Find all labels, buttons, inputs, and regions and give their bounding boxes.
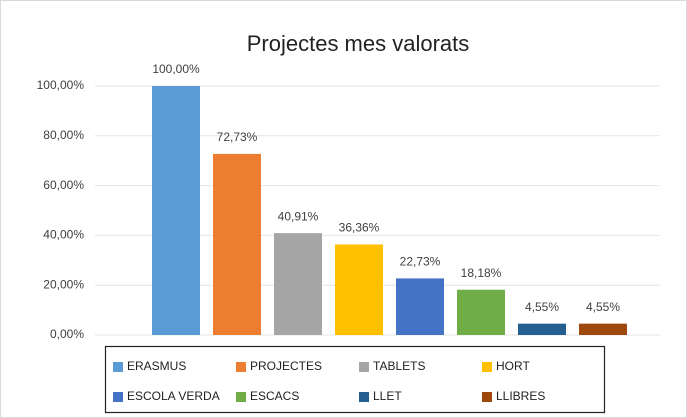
legend-swatch xyxy=(482,362,492,372)
legend-swatch xyxy=(113,362,123,372)
y-tick-label: 0,00% xyxy=(50,327,84,341)
y-tick-label: 40,00% xyxy=(43,228,84,242)
bar xyxy=(579,323,627,335)
data-label: 4,55% xyxy=(586,300,620,314)
legend-label: ESCOLA VERDA xyxy=(127,389,220,403)
legend-swatch xyxy=(236,362,246,372)
legend-label: TABLETS xyxy=(373,359,425,373)
bar xyxy=(152,86,200,335)
bar xyxy=(335,244,383,335)
legend-swatch xyxy=(236,392,246,402)
y-tick-label: 20,00% xyxy=(43,277,84,291)
data-label: 100,00% xyxy=(152,62,200,76)
bar xyxy=(518,323,566,335)
legend-label: LLET xyxy=(373,389,402,403)
legend-box xyxy=(104,345,606,414)
data-label: 40,91% xyxy=(278,209,319,223)
y-tick-label: 80,00% xyxy=(43,128,84,142)
legend-swatch xyxy=(482,392,492,402)
y-tick-label: 60,00% xyxy=(43,178,84,192)
legend-label: LLIBRES xyxy=(496,389,545,403)
legend-label: PROJECTES xyxy=(250,359,322,373)
data-label: 36,36% xyxy=(339,221,380,235)
chart-title: Projectes mes valorats xyxy=(247,31,470,56)
legend-label: ERASMUS xyxy=(127,359,186,373)
data-label: 72,73% xyxy=(217,130,258,144)
legend-swatch xyxy=(359,362,369,372)
legend-label: HORT xyxy=(496,359,530,373)
bar xyxy=(457,289,505,335)
data-label: 4,55% xyxy=(525,300,559,314)
legend-label: ESCACS xyxy=(250,389,299,403)
bar xyxy=(396,278,444,335)
data-label: 18,18% xyxy=(461,266,502,280)
bar xyxy=(213,153,261,335)
bar xyxy=(274,233,322,335)
legend-swatch xyxy=(113,392,123,402)
y-tick-label: 100,00% xyxy=(37,78,85,92)
legend-swatch xyxy=(359,392,369,402)
data-label: 22,73% xyxy=(400,255,441,269)
